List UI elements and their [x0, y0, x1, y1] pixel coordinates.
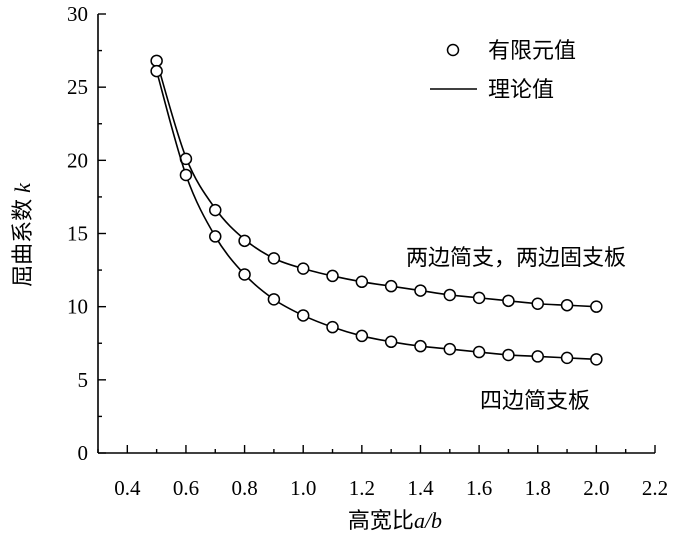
legend-label-fem: 有限元值 [488, 39, 576, 64]
y-axis-title-prefix: 屈曲系数 [11, 199, 36, 287]
fem-point [560, 298, 574, 312]
x-tick-label: 0.4 [114, 476, 141, 500]
fem-point [326, 269, 339, 283]
fem-point [238, 234, 251, 248]
x-tick-label: 1.0 [290, 476, 316, 500]
x-tick-label: 1.4 [407, 476, 434, 500]
fem-point [150, 64, 163, 78]
fem-point [531, 350, 544, 363]
fem-point [267, 293, 281, 306]
fem-point [238, 268, 251, 281]
x-axis-title-prefix: 高宽比 [348, 509, 414, 534]
fem-point [384, 279, 398, 293]
x-tick-label: 0.6 [173, 476, 199, 500]
fem-point [560, 351, 574, 365]
fem-point [296, 262, 310, 275]
fem-point [355, 275, 369, 289]
fem-point [296, 309, 310, 322]
x-tick-label: 1.6 [466, 476, 492, 500]
fem-point [590, 353, 603, 366]
fem-point [472, 345, 486, 359]
fem-point [179, 168, 193, 182]
fem-point [502, 294, 515, 308]
fem-point [414, 284, 427, 297]
fem-point [209, 203, 222, 217]
legend: 有限元值 理论值 [430, 39, 576, 103]
y-tick-label: 5 [78, 368, 89, 392]
x-tick-label: 0.8 [231, 476, 257, 500]
y-tick-label: 0 [78, 441, 89, 465]
y-tick-label: 15 [67, 222, 88, 246]
annotation-lower-curve: 四边简支板 [480, 389, 590, 414]
fem-point [443, 342, 457, 356]
fem-point [209, 230, 222, 243]
y-tick-label: 10 [67, 295, 88, 319]
x-axis-title: 高宽比a/b [348, 508, 442, 534]
fem-point [502, 348, 515, 362]
fem-point [384, 335, 398, 349]
theory-curve-1 [155, 70, 597, 361]
legend-label-theory: 理论值 [488, 78, 554, 103]
theory-curve-0 [155, 60, 597, 308]
x-axis-title-var: a/b [414, 508, 442, 533]
y-tick-label: 30 [67, 2, 88, 26]
fem-point [267, 252, 281, 265]
y-tick-label: 20 [67, 148, 88, 172]
legend-marker-fem [446, 43, 460, 57]
x-tick-label: 1.2 [349, 476, 375, 500]
fem-point [150, 54, 163, 68]
x-tick-label: 2.2 [642, 476, 668, 500]
fem-point [355, 329, 369, 343]
fem-point [326, 320, 339, 334]
plot-area [150, 54, 603, 366]
axes: 0 5 10 15 20 25 30 0.4 0.6 0.8 1.0 1.2 1.4 1.6 1.8 2.0 2… [67, 2, 668, 500]
annotation-upper-curve: 两边简支，两边固支板 [406, 246, 626, 271]
fem-point [590, 300, 603, 313]
fem-point [531, 297, 544, 310]
x-tick-label: 2.0 [583, 476, 609, 500]
fem-point [472, 291, 486, 305]
y-axis-title: 屈曲系数 k [10, 182, 36, 287]
x-tick-label: 1.8 [525, 476, 551, 500]
fem-point [443, 288, 457, 302]
fem-point [414, 339, 427, 353]
y-axis-title-var: k [10, 182, 35, 193]
y-tick-label: 25 [67, 75, 88, 99]
